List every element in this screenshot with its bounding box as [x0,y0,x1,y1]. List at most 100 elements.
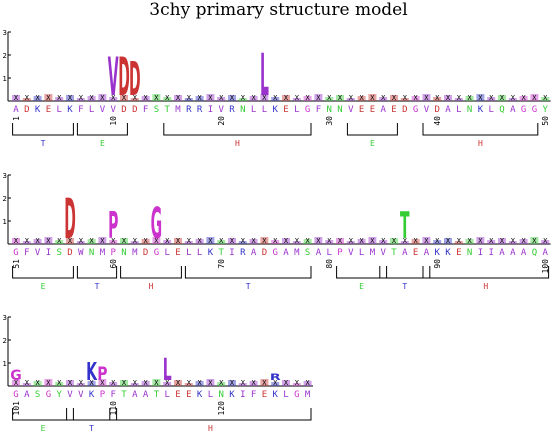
secondary-structure-bracket [109,408,312,421]
residue-letter: D [24,105,29,115]
residue-letter: E [370,105,375,115]
consensus-marker: X [133,94,138,102]
logo-minor-stack [217,382,226,386]
logo-minor-stack [228,238,236,244]
logo-minor-stack [292,98,301,101]
logo-minor-stack [130,241,139,244]
consensus-marker: X [57,94,62,102]
logo-minor-stack [87,239,96,244]
residue-letter: E [262,390,267,400]
logo-minor-stack [465,96,474,101]
y-tick-label: 2 [3,195,7,203]
residue-letter: D [132,105,137,115]
residue-letter: L [488,105,493,115]
consensus-marker: X [197,379,202,387]
consensus-marker: X [46,237,51,245]
consensus-marker: X [165,237,170,245]
residue-letter: L [164,248,169,258]
secondary-structure-bracket [336,266,388,279]
consensus-marker: X [543,94,548,102]
residue-letter: A [316,248,322,258]
consensus-marker: X [14,379,19,387]
residue-letter: Q [499,105,504,115]
consensus-marker: X [176,237,181,245]
residue-letter: F [78,105,83,115]
consensus-marker: X [68,94,73,102]
logo-minor-stack [206,94,215,101]
consensus-marker: X [100,379,105,387]
residue-letter: Q [532,248,537,258]
logo-minor-stack [249,239,258,244]
logo-minor-stack [55,240,64,244]
residue-letter: K [272,105,278,115]
consensus-marker: X [251,237,256,245]
consensus-marker: X [478,237,483,245]
logo-minor-stack [120,380,128,386]
consensus-marker: X [273,379,278,387]
logo-letter: T [400,204,410,248]
consensus-marker: X [111,379,116,387]
residue-letter: F [110,390,115,400]
residue-letter: F [24,248,29,258]
consensus-marker: X [424,237,429,245]
y-tick-label: 1 [3,218,7,226]
logo-minor-stack [152,94,161,101]
consensus-marker: X [89,237,94,245]
logo-minor-stack [379,97,388,101]
logo-minor-stack [44,379,53,386]
consensus-marker: X [143,379,148,387]
consensus-marker: X [262,379,267,387]
logo-minor-stack [238,241,247,244]
secondary-structure-bracket [422,123,539,136]
residue-letter: G [521,105,526,115]
consensus-marker: X [435,94,440,102]
logo-minor-stack [184,98,193,101]
consensus-marker: X [208,94,213,102]
logo-minor-stack [55,382,64,386]
logo-minor-stack [368,237,377,244]
residue-letter: A [283,248,289,258]
logo-minor-stack [519,96,528,101]
residue-letter: L [208,390,213,400]
consensus-marker: X [241,379,246,387]
logo-minor-stack [195,96,204,101]
consensus-marker: X [143,237,148,245]
consensus-marker: X [532,237,537,245]
residue-letter: N [326,105,331,115]
logo-minor-stack [141,381,150,386]
logo-minor-stack [141,96,150,101]
residue-letter: K [67,105,73,115]
logo-letter: P [108,204,118,248]
residue-letter: A [402,248,408,258]
consensus-marker: X [359,237,364,245]
logo-minor-stack [400,98,409,101]
logo-minor-stack [163,382,172,386]
consensus-marker: X [338,237,343,245]
consensus-marker: X [489,237,494,245]
logo-minor-stack [346,98,355,101]
residue-letter: N [467,105,472,115]
secondary-structure-bracket [12,408,74,421]
residue-letter: F [251,390,256,400]
residue-letter: L [262,105,267,115]
residue-letter: G [13,390,18,400]
y-tick-label: 3 [3,172,7,180]
logo-minor-stack [152,379,161,386]
residue-letter: Y [56,390,62,400]
logo-minor-stack [336,238,344,244]
consensus-marker: X [305,94,310,102]
consensus-marker: X [370,237,375,245]
residue-letter: L [326,248,331,258]
consensus-marker: X [46,94,51,102]
position-label: 50 [541,116,550,126]
position-label: 1 [12,116,21,121]
logo-minor-stack [422,94,431,101]
residue-letter: E [186,390,191,400]
consensus-marker: X [230,379,235,387]
residue-letter: E [46,105,51,115]
logo-minor-stack [314,237,323,244]
secondary-structure-bracket [66,408,118,421]
logo-minor-stack [12,95,20,101]
logo-minor-stack [120,238,128,244]
consensus-marker: X [219,94,224,102]
